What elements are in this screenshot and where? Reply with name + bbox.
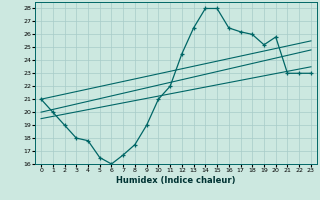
X-axis label: Humidex (Indice chaleur): Humidex (Indice chaleur): [116, 176, 236, 185]
